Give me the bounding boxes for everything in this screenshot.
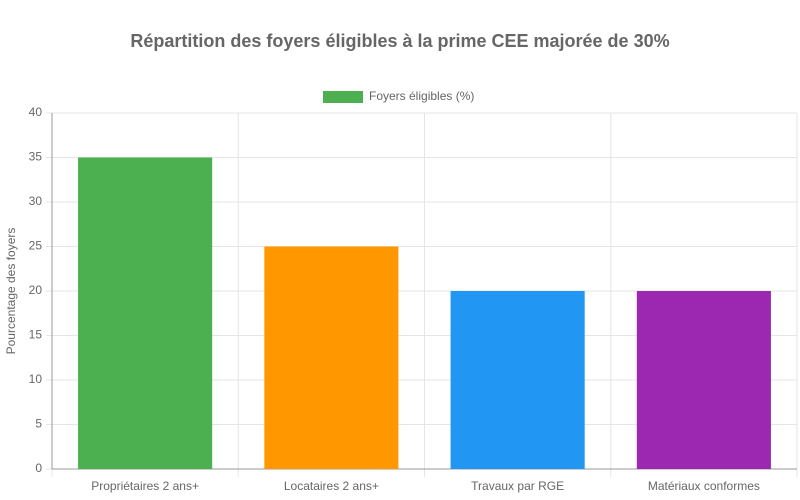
bar	[264, 246, 399, 469]
y-axis-label: Pourcentage des foyers	[4, 228, 18, 355]
x-tick-label: Locataires 2 ans+	[284, 479, 379, 493]
y-tick-label: 30	[29, 194, 43, 208]
y-tick-label: 20	[29, 283, 43, 297]
y-tick-label: 40	[29, 105, 43, 119]
y-tick-label: 35	[29, 150, 43, 164]
y-tick-label: 25	[29, 239, 43, 253]
bar	[636, 291, 771, 469]
x-tick-label: Propriétaires 2 ans+	[91, 479, 199, 493]
x-tick-label: Matériaux conformes	[648, 479, 760, 493]
y-tick-label: 0	[35, 461, 42, 475]
legend-label: Foyers éligibles (%)	[369, 89, 474, 103]
bar	[78, 157, 213, 469]
bar	[450, 291, 585, 469]
y-tick-label: 15	[29, 328, 43, 342]
y-tick-label: 10	[29, 372, 43, 386]
y-tick-label: 5	[35, 417, 42, 431]
chart-title: Répartition des foyers éligibles à la pr…	[130, 31, 669, 51]
legend-swatch	[323, 91, 363, 103]
x-tick-label: Travaux par RGE	[471, 479, 564, 493]
